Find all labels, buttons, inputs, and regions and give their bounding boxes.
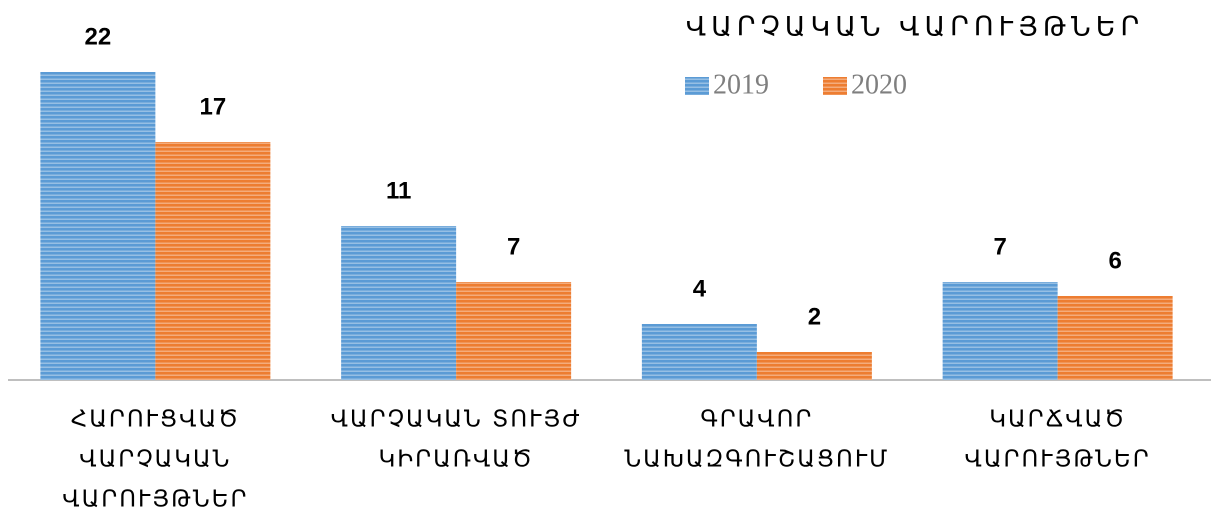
x-tick-label: ՎԱՐՉԱԿԱՆ ՏՈՒՅԺ [331, 407, 582, 433]
data-label: 2 [808, 303, 821, 330]
bar [641, 324, 757, 380]
x-tick-label: ՆԱԽԱԶԳՈՒՇԱՑՈՒՄ [624, 447, 889, 473]
x-tick-label: ՎԱՐՈՒՅԹՆԵՐ [965, 447, 1151, 473]
bar [40, 72, 156, 380]
data-label: 7 [993, 233, 1006, 260]
bar [756, 352, 872, 380]
x-tick-label: ՎԱՐՈՒՅԹՆԵՐ [62, 487, 248, 511]
x-tick-label: ԳՐԱՎՈՐ [700, 407, 813, 433]
legend-swatch [823, 77, 847, 95]
legend-swatch [685, 77, 709, 95]
data-label: 11 [386, 177, 411, 204]
bar [456, 282, 572, 380]
bar [341, 226, 457, 380]
x-tick-label: ԿԻՐԱՌՎԱԾ [378, 447, 533, 473]
data-label: 4 [693, 275, 707, 302]
data-label: 22 [85, 23, 112, 50]
x-tick-label: ԿԱՐՃՎԱԾ [989, 407, 1126, 433]
bar [1057, 296, 1173, 380]
chart-title: ՎԱՐՉԱԿԱՆ ՎԱՐՈՒՅԹՆԵՐ [686, 12, 1144, 43]
legend-label: 2020 [851, 69, 907, 100]
x-tick-label: ՎԱՐՉԱԿԱՆ [79, 447, 231, 473]
data-label: 7 [507, 233, 520, 260]
legend-label: 2019 [713, 69, 769, 100]
bar [942, 282, 1058, 380]
bar [155, 142, 271, 380]
data-label: 17 [200, 93, 227, 120]
data-label: 6 [1108, 247, 1121, 274]
x-tick-label: ՀԱՐՈՒՑՎԱԾ [71, 407, 240, 433]
